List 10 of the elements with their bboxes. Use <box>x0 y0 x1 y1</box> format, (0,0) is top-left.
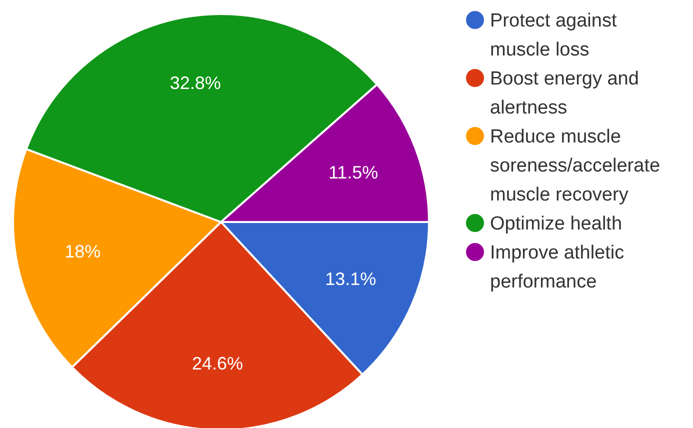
legend-label: Optimize health <box>490 214 622 235</box>
data-label: 13.1% <box>325 268 376 289</box>
data-label: 24.6% <box>192 354 243 374</box>
legend-label: Protect against muscle loss <box>490 10 618 61</box>
legend-label: Reduce muscle soreness/accelerate muscle recovery <box>490 126 660 206</box>
data-label: 11.5% <box>328 162 378 182</box>
data-label: 32.8% <box>170 73 221 94</box>
data-label: 18% <box>64 241 101 262</box>
legend-label: Improve athletic performance <box>490 242 624 293</box>
legend-label: Boost energy and alertness <box>490 68 639 119</box>
